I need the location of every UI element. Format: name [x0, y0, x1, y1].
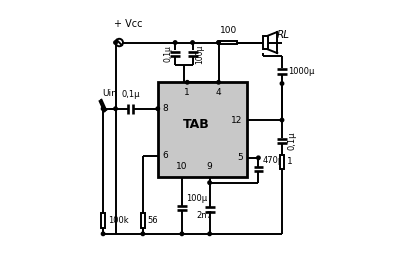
Circle shape — [208, 232, 211, 235]
Circle shape — [217, 41, 220, 44]
Circle shape — [191, 41, 194, 44]
Text: 100k: 100k — [108, 216, 129, 225]
Circle shape — [257, 156, 260, 160]
Text: 56: 56 — [148, 216, 158, 225]
Text: 2n7: 2n7 — [196, 211, 212, 220]
Text: 0,1µ: 0,1µ — [121, 90, 140, 99]
Text: TAB: TAB — [183, 118, 210, 131]
Text: 1: 1 — [184, 88, 190, 97]
Text: 1: 1 — [288, 157, 293, 166]
Bar — [101, 213, 105, 228]
Circle shape — [116, 39, 123, 46]
Circle shape — [217, 81, 220, 84]
Circle shape — [114, 41, 117, 44]
Text: 0,1µ: 0,1µ — [164, 45, 173, 62]
Circle shape — [280, 82, 284, 85]
Text: 0,1µ: 0,1µ — [288, 132, 296, 150]
Text: 4: 4 — [216, 88, 221, 97]
Text: 5: 5 — [237, 153, 243, 162]
Circle shape — [208, 181, 211, 184]
Bar — [280, 155, 284, 169]
Text: 100µ: 100µ — [195, 44, 204, 64]
Circle shape — [101, 107, 105, 110]
Circle shape — [114, 107, 117, 110]
Circle shape — [186, 81, 189, 84]
Circle shape — [156, 107, 160, 110]
Bar — [158, 82, 247, 177]
Text: 10: 10 — [176, 162, 188, 171]
Circle shape — [180, 232, 184, 235]
Text: RL: RL — [277, 29, 290, 40]
Text: 6: 6 — [162, 151, 168, 161]
Text: 1000µ: 1000µ — [288, 67, 314, 76]
Text: + Vcc: + Vcc — [114, 19, 143, 29]
Bar — [141, 213, 145, 228]
Text: 12: 12 — [231, 116, 243, 124]
Text: 8: 8 — [162, 104, 168, 113]
Text: Uin: Uin — [102, 89, 117, 98]
Bar — [263, 36, 268, 49]
Circle shape — [141, 232, 144, 235]
Text: 9: 9 — [207, 162, 212, 171]
Circle shape — [101, 232, 105, 235]
Circle shape — [280, 118, 284, 122]
Circle shape — [174, 41, 177, 44]
Bar — [220, 41, 237, 44]
Text: 470p: 470p — [263, 155, 284, 165]
Text: 100µ: 100µ — [186, 194, 208, 203]
Text: 100: 100 — [220, 26, 237, 35]
Circle shape — [217, 41, 220, 44]
